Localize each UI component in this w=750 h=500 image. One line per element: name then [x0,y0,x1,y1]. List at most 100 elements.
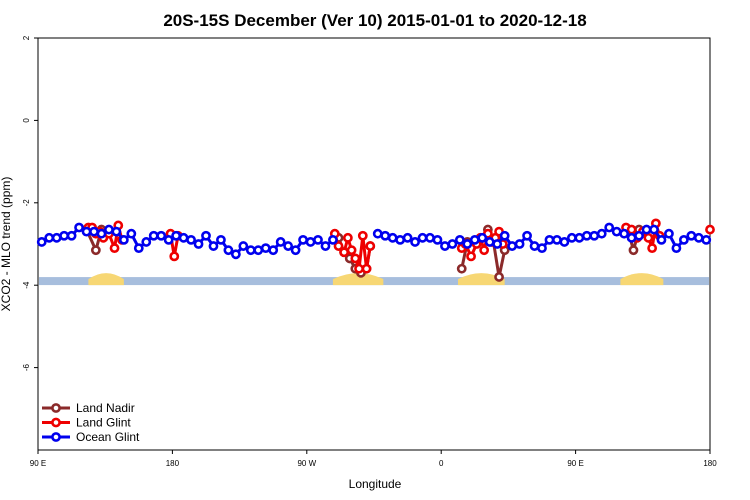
data-point [104,224,114,235]
data-point [268,245,279,256]
data-point [51,232,62,243]
data-point [357,230,368,241]
data-point [634,230,644,241]
surface-band [39,273,709,286]
legend-marker [51,403,61,413]
data-point [260,243,271,254]
data-point [604,222,615,233]
series-2 [36,222,712,260]
data-point [89,226,99,237]
data-point [339,247,350,258]
data-point [74,222,84,233]
x-tick-label: 90 E [30,459,46,468]
x-tick-label: 0 [439,459,444,468]
data-point [133,243,144,254]
data-point [649,224,659,235]
data-point [171,230,182,241]
data-point [342,232,353,243]
data-point [36,237,47,247]
data-point [178,232,189,243]
data-point [462,239,473,249]
x-tick-label: 180 [703,459,717,468]
data-point [201,230,211,241]
data-point [537,243,547,254]
data-point [283,241,294,251]
data-point [494,272,504,282]
data-point [163,234,174,245]
data-point [313,234,323,245]
data-point [492,239,503,249]
data-point [678,234,689,245]
data-point [66,230,77,241]
land-band-2 [458,273,505,286]
data-point [410,237,420,247]
data-point [372,228,383,239]
data-point [275,237,286,247]
data-point [559,237,570,247]
data-point [529,241,540,251]
data-point [350,253,361,264]
data-point [365,241,376,251]
legend-label: Land Nadir [76,401,135,415]
data-point [581,230,592,241]
x-tick-label: 90 E [567,459,583,468]
data-point [477,232,488,243]
data-point [328,234,338,245]
data-point [44,232,55,243]
data-point [156,230,167,241]
data-point [253,245,264,256]
data-point [552,234,562,245]
data-point [208,241,219,251]
data-point [223,245,234,256]
legend-marker [51,432,61,442]
data-point [298,234,308,245]
data-point [705,224,715,235]
data-point [619,228,630,239]
data-point [611,226,622,237]
legend-label: Land Glint [76,416,131,430]
data-point [507,241,518,251]
x-axis-label: Longitude [349,477,402,491]
data-point [522,230,532,241]
data-point [589,230,600,241]
data-point [656,234,667,245]
y-tick-label: -2 [22,199,31,207]
data-point [479,245,490,256]
data-point [686,230,697,241]
data-point [643,232,654,243]
series-layer [36,218,715,282]
data-point [305,237,316,247]
data-point [626,224,637,235]
data-point [346,245,357,256]
x-axis: 90 E 180 90 W 0 90 E 180 [30,450,717,468]
data-point [290,245,301,256]
data-point [59,230,70,241]
y-tick-label: 0 [22,118,31,123]
x-tick-label: 90 W [297,459,316,468]
data-point [664,228,674,239]
data-point [230,249,241,260]
data-point [469,234,480,245]
data-point [118,234,129,245]
y-tick-label: 2 [22,35,31,40]
data-point [109,243,120,254]
data-point [626,232,637,243]
data-point [701,234,712,245]
data-point [193,239,204,249]
chart-title: 20S-15S December (Ver 10) 2015-01-01 to … [163,11,586,30]
land-band-1 [332,273,384,286]
data-point [693,232,704,243]
data-point [169,251,180,262]
data-point [395,234,406,245]
data-point [454,234,465,245]
data-point [566,232,577,243]
y-tick-label: -6 [22,363,31,371]
data-point [354,263,364,274]
data-point [484,237,495,247]
data-point [514,239,525,249]
data-point [596,228,607,239]
data-point [186,234,196,245]
y-tick-label: -4 [22,281,31,289]
data-point [447,239,458,249]
